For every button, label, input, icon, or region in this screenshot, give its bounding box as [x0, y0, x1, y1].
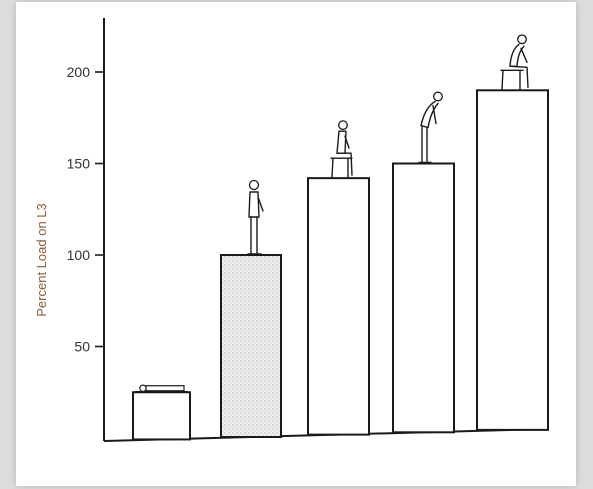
figure-torso — [249, 192, 259, 217]
figure-head — [434, 92, 443, 101]
figure-body — [146, 386, 184, 391]
figure-stool — [501, 70, 523, 89]
figure-legs — [251, 217, 257, 253]
lying-figure-icon — [135, 385, 188, 392]
y-axis-label: Percent Load on L3 — [34, 203, 49, 316]
figure-arm — [521, 48, 527, 62]
y-tick-label-50: 50 — [74, 339, 90, 355]
bar-4 — [477, 90, 548, 430]
bar-1 — [221, 255, 281, 437]
figure-legs — [422, 127, 427, 162]
bar-2 — [308, 178, 369, 434]
figure-torso — [337, 131, 346, 153]
y-tick-label-200: 200 — [67, 64, 91, 80]
bar-3 — [393, 164, 454, 433]
bars — [133, 90, 548, 439]
figure-legs — [337, 153, 352, 175]
figure-torso — [510, 44, 524, 66]
axes: 50 100 150 200 — [67, 18, 545, 441]
standing-figure-icon — [248, 181, 263, 255]
figure-head — [339, 121, 348, 130]
figure-stool — [331, 158, 352, 177]
bar-0 — [133, 392, 190, 439]
figure-head — [518, 35, 527, 44]
y-tick-label-150: 150 — [67, 156, 91, 172]
figure-head — [140, 385, 146, 391]
y-tick-label-100: 100 — [67, 247, 91, 263]
sitting-bent-figure-icon — [501, 35, 528, 89]
standing-bent-figure-icon — [419, 92, 442, 162]
figure-head — [250, 181, 259, 190]
sitting-upright-figure-icon — [331, 121, 352, 177]
